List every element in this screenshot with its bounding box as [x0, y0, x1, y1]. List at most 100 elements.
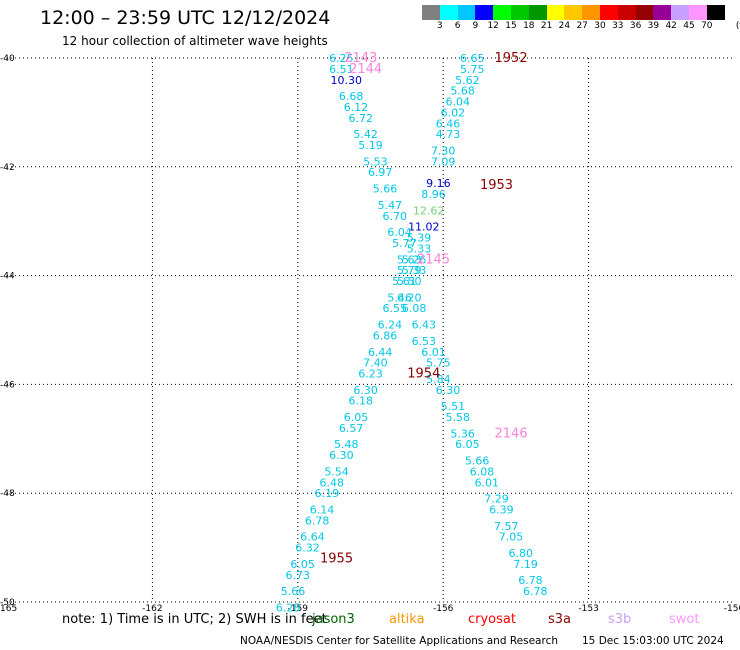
wave-height-point: 5.75 — [460, 63, 485, 76]
wave-height-point: 5.77 — [392, 237, 417, 250]
wave-height-point: 5.33 — [402, 264, 427, 277]
y-tick-label: -48 — [0, 489, 15, 499]
legend-label: 30 — [594, 21, 606, 31]
wave-height-point: 5.63 — [397, 253, 422, 266]
legend-label: 18 — [523, 21, 535, 31]
wave-height-point: 6.01 — [475, 476, 500, 489]
y-tick-label: -50 — [0, 598, 15, 608]
satellite-label-cryosat: cryosat — [468, 612, 516, 627]
wave-height-point: 6.46 — [436, 117, 461, 130]
wave-height-point: 6.44 — [368, 346, 393, 359]
wave-height-point: 6.55 — [382, 302, 407, 315]
wave-height-point: 6.78 — [305, 514, 330, 527]
pass-time-label: 2145 — [417, 252, 450, 267]
wave-height-point: 6.14 — [310, 504, 335, 517]
wave-height-point: 6.08 — [470, 465, 495, 478]
legend-swatch — [582, 5, 600, 20]
pass-time-label: 2146 — [495, 426, 528, 441]
pass-time-label: 2143 — [344, 51, 377, 66]
wave-height-point: 6.53 — [412, 335, 437, 348]
legend-label: 39 — [647, 21, 660, 31]
wave-height-point: 6.25 — [329, 52, 354, 65]
wave-height-point: 5.50 — [397, 275, 422, 288]
wave-height-point: 4.73 — [436, 128, 461, 141]
wave-height-point: 5.62 — [455, 74, 480, 87]
pass-time-label: 1955 — [320, 551, 353, 566]
wave-height-point: 6.05 — [344, 411, 369, 424]
wave-height-point: 7.19 — [513, 558, 538, 571]
wave-height-point: 5.58 — [445, 411, 470, 424]
wave-height-point: 5.47 — [378, 199, 403, 212]
wave-height-point: 6.20 — [397, 291, 422, 304]
legend-label: 24 — [558, 21, 571, 31]
wave-height-point: 6.64 — [300, 531, 325, 544]
wave-height-map: -40 -42 -44 -46 -48 -50-165 -162 -159 -156 -153 -1… — [0, 51, 740, 612]
wave-height-point: 5.33 — [407, 242, 432, 255]
wave-height-point: 7.05 — [499, 531, 524, 544]
wave-height-point: 7.29 — [484, 493, 509, 506]
legend-swatch — [475, 5, 494, 20]
wave-height-point: 6.05 — [290, 558, 315, 571]
satellite-label-s3a: s3a — [548, 612, 572, 627]
wave-height-point: 6.97 — [368, 166, 393, 179]
wave-height-point: 6.86 — [373, 329, 398, 342]
wave-height-point: 7.09 — [431, 155, 456, 168]
legend-swatch — [617, 5, 636, 20]
wave-height-point: 6.12 — [344, 101, 369, 114]
legend-swatch — [422, 5, 440, 20]
legend-swatch — [653, 5, 672, 20]
legend-swatch — [635, 5, 654, 20]
wave-height-point: 5.84 — [426, 373, 451, 386]
wave-height-point: 6.43 — [412, 319, 437, 332]
wave-height-point: 6.05 — [455, 438, 480, 451]
wave-height-point: 6.78 — [523, 585, 548, 598]
legend-unit: (ft) — [735, 21, 740, 31]
legend-label: 33 — [612, 21, 624, 31]
wave-height-point: 6.30 — [436, 384, 461, 397]
legend-label: 36 — [629, 21, 642, 31]
wave-height-point: 8.96 — [421, 188, 446, 201]
legend-label: 15 — [505, 21, 517, 31]
wave-height-point: 6.08 — [402, 302, 427, 315]
legend-label: 6 — [454, 21, 461, 31]
y-tick-label: -44 — [0, 272, 15, 282]
legend-swatch — [688, 5, 707, 20]
legend-swatch — [564, 5, 583, 20]
page-title: 12:00 – 23:59 UTC 12/12/2024 — [40, 7, 331, 29]
wave-height-point: 6.78 — [518, 574, 543, 587]
legend-swatch — [671, 5, 689, 20]
wave-height-point: 11.02 — [408, 221, 440, 234]
x-tick-label: -153 — [578, 604, 598, 612]
satellite-label-altika: altika — [389, 612, 425, 627]
wave-height-point: 6.72 — [349, 112, 374, 125]
wave-height-point: 6.68 — [339, 90, 364, 103]
legend-label: 12 — [487, 21, 499, 31]
wave-height-point: 5.46 — [387, 291, 412, 304]
legend-label: 21 — [540, 21, 553, 31]
wave-height-point: 5.68 — [450, 85, 475, 98]
wave-height-point: 6.24 — [378, 319, 403, 332]
wave-height-point: 6.18 — [349, 395, 374, 408]
wave-height-point: 5.66 — [373, 183, 398, 196]
wave-height-point: 5.19 — [358, 139, 383, 152]
satellite-label-s3b: s3b — [608, 612, 632, 627]
wave-height-point: 6.01 — [421, 346, 446, 359]
footnote: note: 1) Time is in UTC; 2) SWH is in fe… — [62, 612, 327, 627]
legend-swatch — [546, 5, 565, 20]
wave-height-point: 7.30 — [431, 144, 456, 157]
wave-height-point: 6.04 — [445, 96, 470, 109]
wave-height-point: 6.30 — [353, 384, 378, 397]
legend-label: 45 — [683, 21, 695, 31]
wave-height-point: 7.57 — [494, 520, 519, 533]
wave-height-point: 6.23 — [358, 368, 383, 381]
legend-swatch — [439, 5, 458, 20]
x-tick-label: -162 — [142, 604, 162, 612]
wave-height-point: 5.36 — [450, 427, 475, 440]
pass-time-label: 1952 — [495, 51, 528, 66]
legend-swatch — [706, 5, 725, 20]
x-tick-label: -159 — [288, 604, 309, 612]
wave-height-point: 6.39 — [489, 504, 514, 517]
wave-height-point: 5.51 — [441, 400, 466, 413]
wave-height-point: 6.28 — [276, 601, 301, 612]
wave-height-point: 5.54 — [324, 465, 349, 478]
